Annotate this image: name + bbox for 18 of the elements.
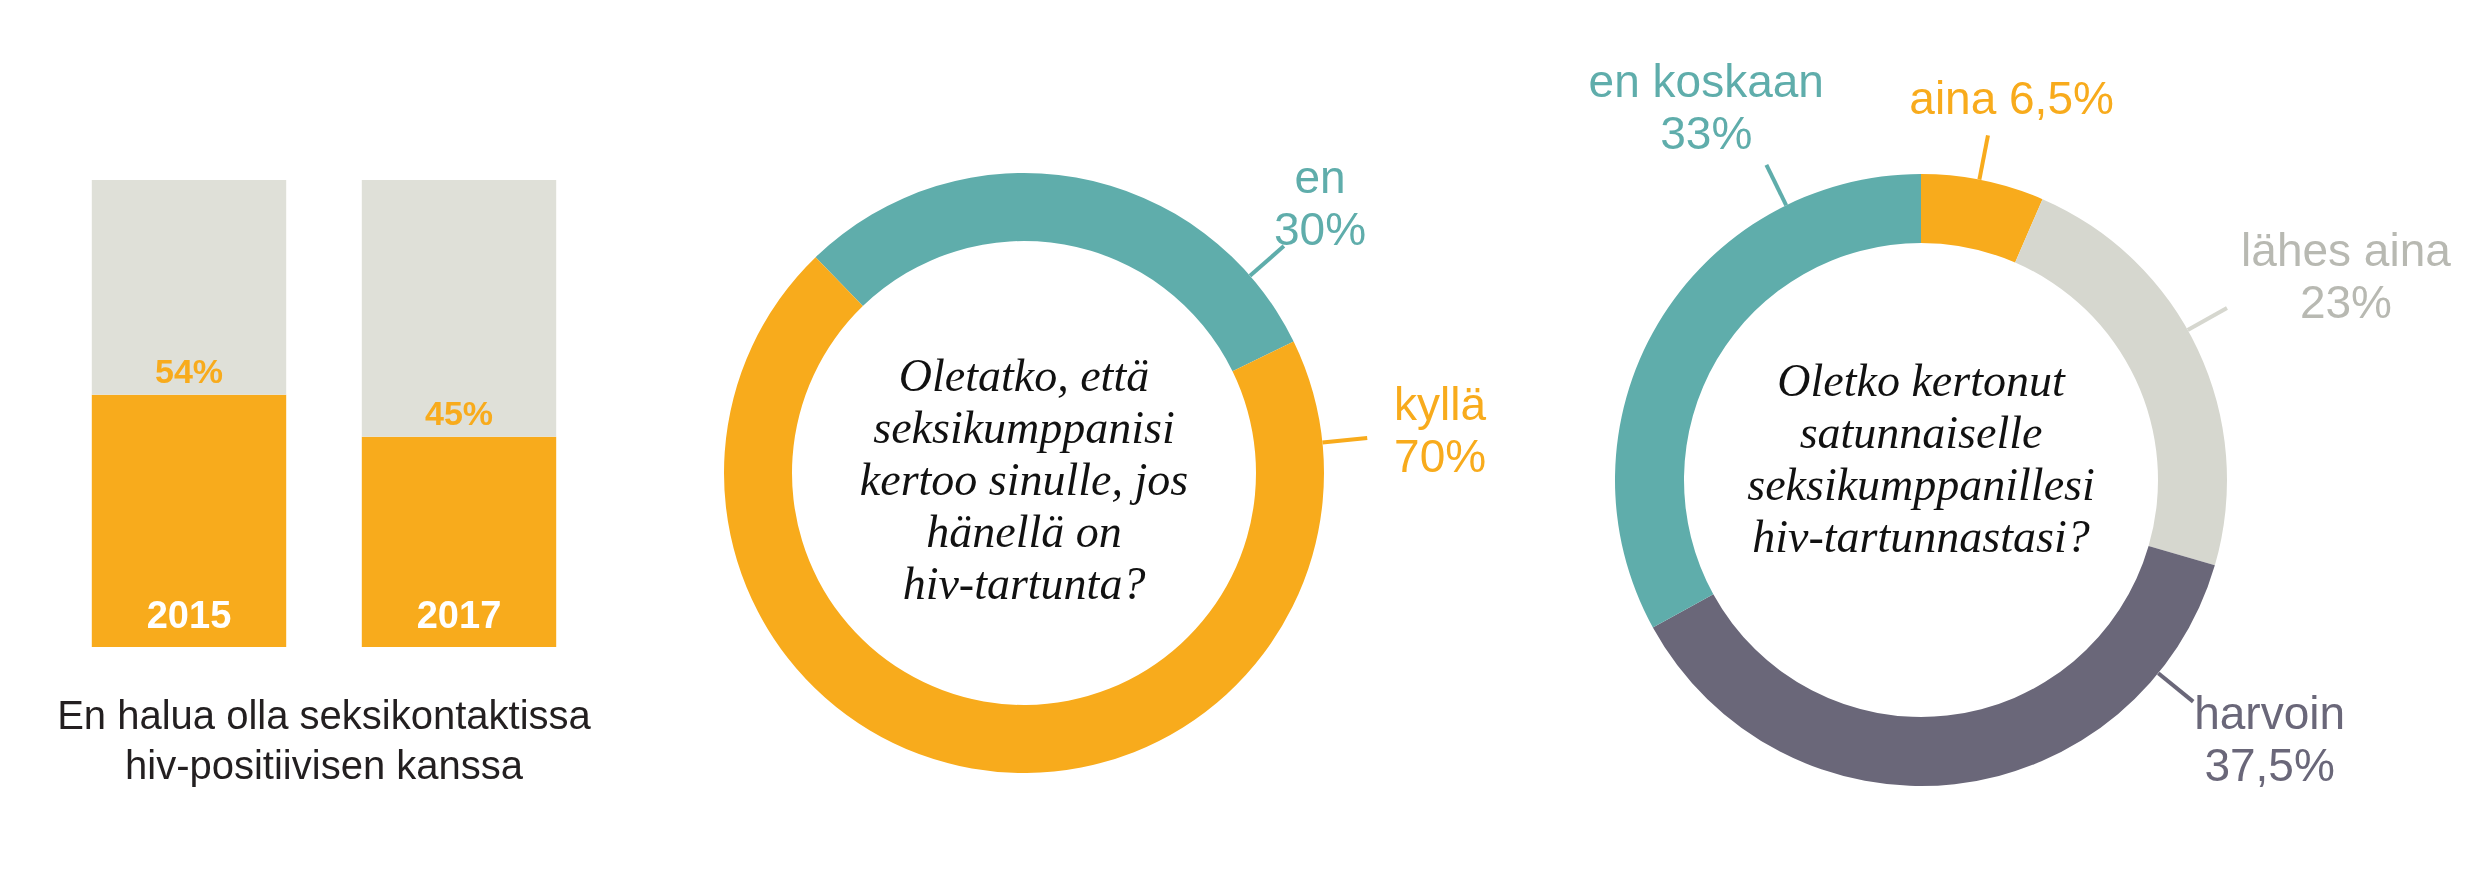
slice-label: en koskaan: [1588, 55, 1824, 108]
slice-label: lähes aina: [2241, 223, 2452, 276]
text: En halua olla seksikontaktissa hiv-positiivisen kanssa: [57, 693, 592, 787]
data-label: 23%: [2299, 275, 2393, 328]
text: Oletatko, että seksikumppanisi kertoo sinulle, jos hänellä on hiv-tartunta?: [859, 350, 1189, 609]
slice-label: aina 6,5%: [1909, 72, 2114, 125]
data-label: 54%: [154, 351, 224, 390]
x-tick-label: 2015: [146, 594, 232, 636]
data-label: 70%: [1394, 429, 1487, 482]
slice-label: kyllä: [1394, 377, 1487, 430]
text: Oletko kertonut satunnaiselle seksikumppanillesi hiv-tartunnastasi?: [1747, 355, 2095, 562]
data-label: 45%: [424, 393, 494, 432]
x-tick-label: 2017: [416, 594, 502, 636]
slice-label: en: [1294, 151, 1346, 204]
slice-label: harvoin: [2194, 686, 2346, 739]
data-label: 33%: [1660, 107, 1753, 160]
data-label: 30%: [1273, 203, 1367, 256]
data-label: 37,5%: [2204, 738, 2335, 791]
